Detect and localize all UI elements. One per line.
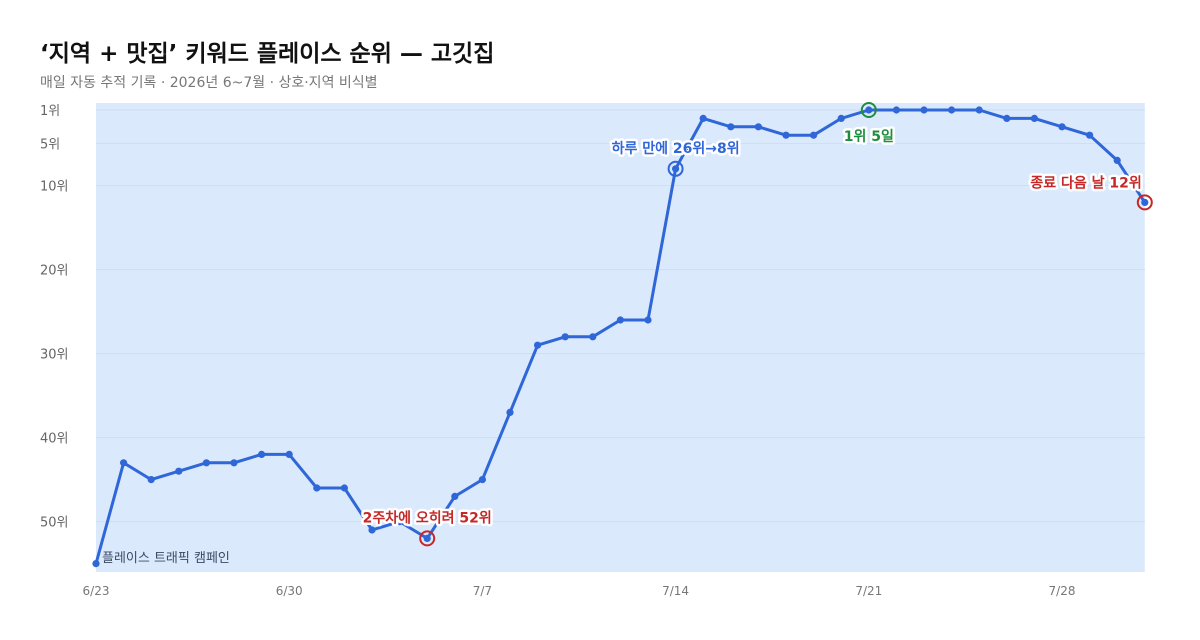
- highlight-ring: [1136, 194, 1153, 211]
- data-point: [1113, 156, 1121, 164]
- campaign-period-layer: 플레이스 트래픽 캠페인: [96, 103, 1145, 572]
- data-point: [202, 459, 210, 467]
- y-tick-label: 5위: [40, 138, 60, 153]
- data-point: [616, 316, 625, 324]
- data-point: [727, 123, 735, 131]
- y-tick-label: 10위: [40, 180, 69, 195]
- data-point: [948, 106, 956, 114]
- data-point: [368, 526, 376, 534]
- annotation-label: 2주차에 오히려 52위: [363, 509, 492, 526]
- x-axis-ticks: 6/23 6/30 7/7 7/14 7/21 7/28: [83, 584, 1076, 598]
- highlight-ring: [419, 530, 436, 547]
- data-point: [230, 459, 238, 467]
- data-point: [865, 106, 873, 114]
- data-point: [754, 123, 763, 131]
- highlight-ring: [667, 160, 684, 177]
- data-point: [920, 106, 928, 114]
- data-point: [589, 333, 597, 341]
- x-tick-label: 7/28: [1049, 584, 1076, 598]
- data-point: [1003, 114, 1011, 122]
- data-point: [699, 114, 707, 122]
- data-point: [396, 518, 404, 526]
- y-axis-ticks: 1위 5위 10위 20위 30위 40위 50위: [40, 104, 69, 531]
- data-point: [672, 165, 680, 173]
- data-point: [644, 316, 652, 324]
- data-point: [120, 459, 128, 467]
- data-point: [837, 114, 845, 122]
- data-point: [810, 131, 818, 139]
- y-tick-label: 1위: [40, 104, 60, 119]
- data-point: [175, 467, 183, 475]
- annotation-label: 1위 5일: [844, 129, 894, 145]
- data-point: [892, 106, 901, 114]
- data-point: [1141, 198, 1149, 206]
- data-point: [561, 333, 569, 341]
- y-tick-label: 40위: [40, 432, 69, 447]
- x-tick-label: 6/23: [83, 584, 110, 598]
- chart-title: ‘지역 + 맛집’ 키워드 플레이스 순위 — 고깃집: [40, 41, 495, 67]
- data-point: [92, 560, 100, 568]
- data-point: [313, 484, 321, 492]
- highlight-ring: [860, 102, 877, 118]
- x-tick-label: 7/7: [473, 584, 492, 598]
- campaign-period-label: 플레이스 트래픽 캠페인: [102, 551, 230, 566]
- data-point: [451, 492, 459, 500]
- y-tick-label: 50위: [40, 516, 69, 531]
- data-point: [478, 476, 486, 484]
- data-point: [782, 131, 790, 139]
- annotation-label: 종료 다음 날 12위: [1030, 175, 1141, 191]
- data-point: [423, 534, 431, 543]
- x-tick-label: 6/30: [276, 584, 303, 598]
- chart-subtitle: 매일 자동 추적 기록 · 2026년 6~7월 · 상호·지역 비식별: [40, 75, 378, 91]
- y-tick-label: 20위: [40, 264, 69, 279]
- campaign-period-shade: [96, 103, 1145, 572]
- data-point: [1030, 114, 1038, 122]
- data-point: [147, 476, 155, 484]
- data-point: [258, 450, 266, 458]
- data-point: [1058, 123, 1066, 131]
- data-point: [340, 484, 348, 492]
- data-point: [285, 450, 293, 458]
- data-point: [1086, 131, 1094, 139]
- x-tick-label: 7/21: [855, 584, 882, 598]
- y-tick-label: 30위: [40, 348, 69, 363]
- data-point: [534, 341, 542, 349]
- data-point: [975, 106, 983, 114]
- rank-series: [92, 106, 1149, 568]
- data-point: [506, 408, 514, 416]
- annotation-label: 하루 만에 26위→8위: [612, 140, 740, 157]
- x-tick-label: 7/14: [662, 584, 689, 598]
